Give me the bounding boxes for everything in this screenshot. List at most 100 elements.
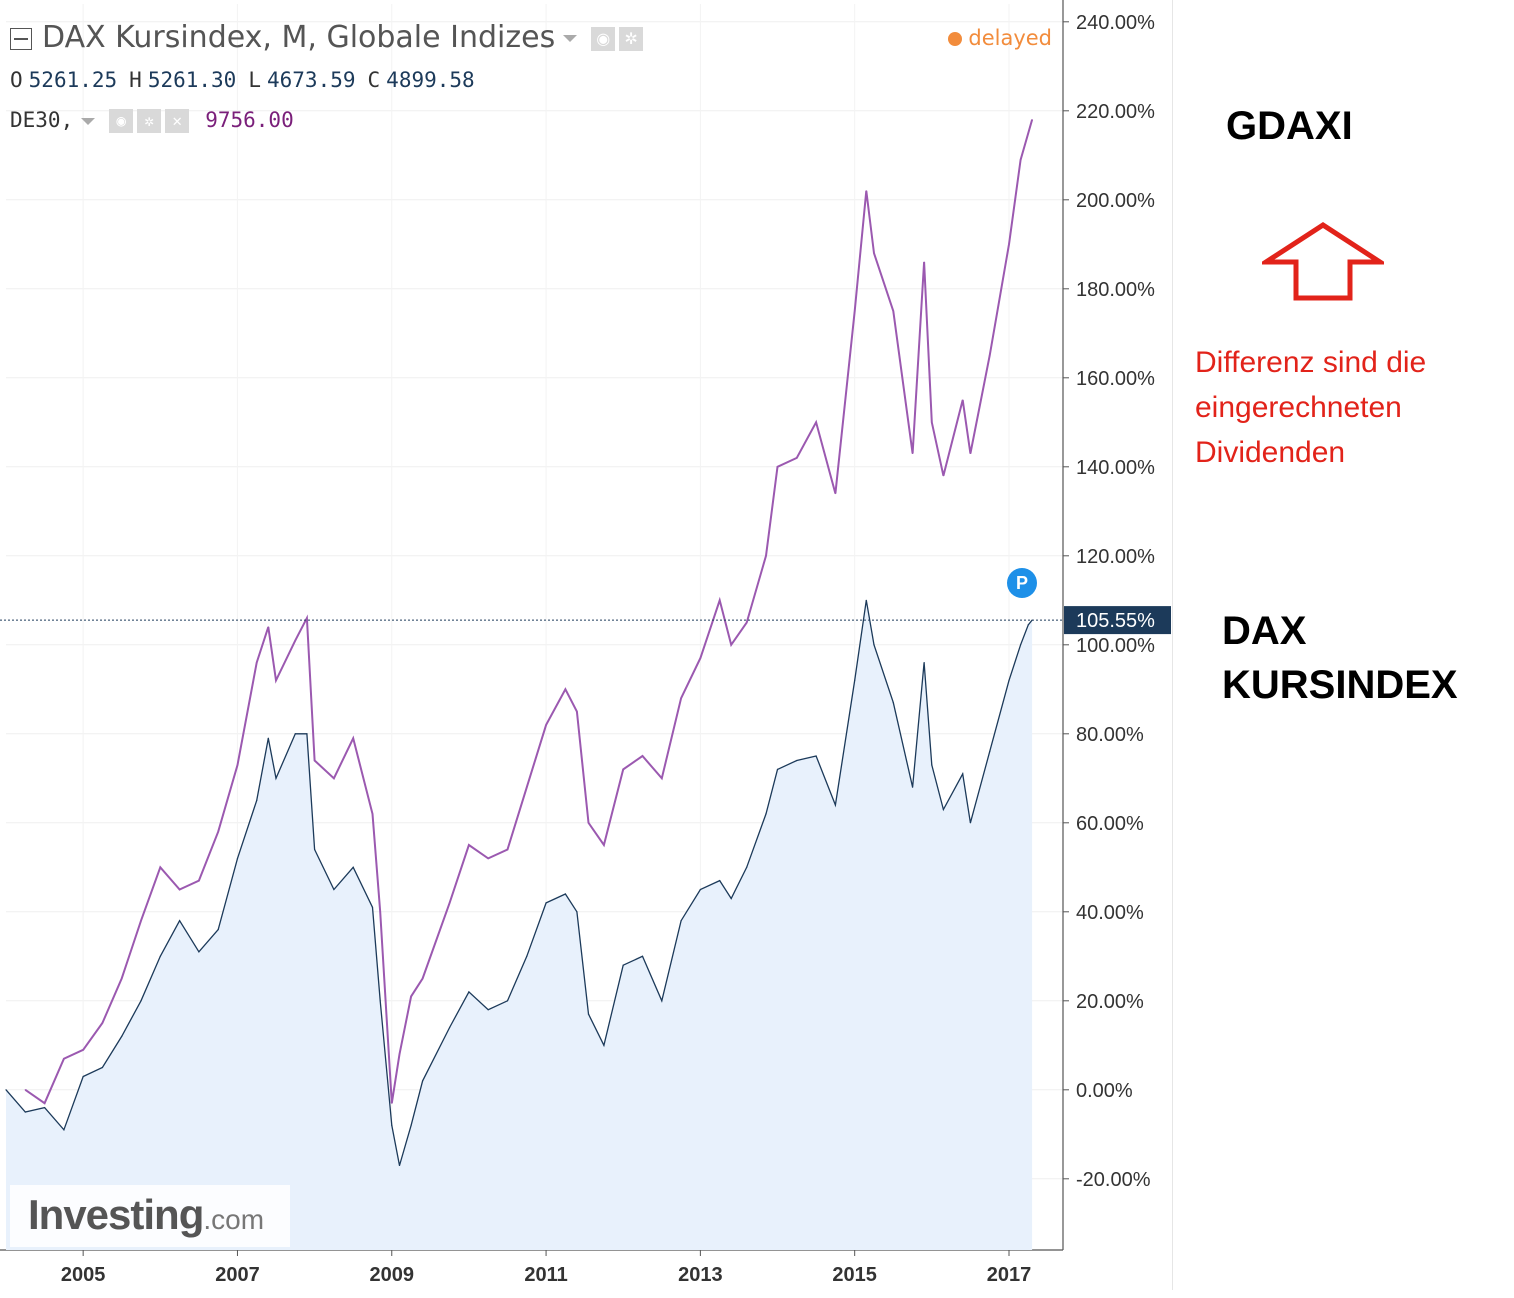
de30-point [865, 190, 867, 192]
de30-point [603, 844, 605, 846]
dax-point [352, 866, 354, 868]
de30-point [989, 354, 991, 357]
dax-point [159, 955, 161, 957]
dax-point [765, 813, 767, 815]
dividend-note: Differenz sind die eingerechneten Divide… [1195, 340, 1426, 475]
price-chart[interactable]: 240.00% 220.00% 200.00% 180.00% 160.00% 140.0… [0, 0, 1172, 1290]
gdaxi-label: GDAXI [1226, 104, 1353, 148]
dax-point [1027, 624, 1029, 626]
dax-point [962, 773, 964, 775]
dax-point [391, 1124, 393, 1126]
dax-point [487, 1009, 489, 1011]
y-tick-label: 40.00% [1076, 902, 1144, 924]
y-tick-label: 160.00% [1076, 368, 1155, 390]
de30-series-line [24, 119, 1034, 1105]
de30-point [468, 844, 470, 846]
y-tick-label: 180.00% [1076, 279, 1155, 301]
dax-point [468, 991, 470, 993]
de30-point [923, 261, 925, 263]
dax-point [371, 906, 374, 908]
ohlc-value-l: 4673.59 [267, 68, 356, 92]
dax-point [545, 902, 547, 904]
de30-point [796, 457, 798, 459]
de30-point [854, 310, 856, 312]
dax-point [24, 1111, 26, 1113]
de30-point [622, 768, 624, 771]
dax-area-fill [6, 600, 1033, 1250]
comparison-symbol: DE30, [10, 108, 74, 132]
eye-icon[interactable]: ◉ [109, 109, 134, 133]
chevron-down-icon[interactable] [563, 35, 578, 42]
gear-icon[interactable]: ✲ [619, 26, 644, 51]
y-tick-label: 100.00% [1076, 635, 1155, 657]
de30-point [236, 764, 239, 766]
y-tick-label: 120.00% [1076, 546, 1155, 568]
de30-point [776, 466, 779, 468]
eye-icon[interactable]: ◉ [591, 26, 616, 51]
collapse-icon[interactable] [10, 27, 32, 50]
dax-point [923, 662, 925, 664]
de30-point [892, 310, 894, 312]
de30-point [719, 599, 721, 601]
dax-point [815, 755, 817, 757]
dax-point [796, 759, 798, 762]
x-tick-label: 2013 [678, 1264, 723, 1286]
dax-point [699, 888, 701, 891]
de30-point [159, 866, 161, 868]
de30-point [398, 1053, 401, 1055]
dax-point [776, 768, 779, 771]
gear-icon[interactable]: ✲ [137, 109, 162, 133]
price-tag-label: 105.55% [1076, 610, 1155, 632]
de30-point [641, 755, 644, 757]
dax-point [969, 822, 972, 824]
chart-frame: 240.00% 220.00% 200.00% 180.00% 160.00% 140.0… [0, 0, 1173, 1290]
dax-point [101, 1066, 104, 1069]
close-icon[interactable]: ✕ [165, 109, 190, 133]
dax-point [854, 679, 856, 682]
dax-point [198, 951, 200, 953]
de30-point [43, 1102, 46, 1104]
de30-point [449, 902, 451, 904]
dax-kursindex-label: DAX KURSINDEX [1222, 604, 1458, 712]
chevron-down-icon[interactable] [81, 117, 96, 125]
y-tick-label: 20.00% [1076, 991, 1144, 1013]
dax-point [410, 1124, 412, 1126]
ohlc-key-l: L [248, 68, 261, 92]
de30-point [422, 977, 424, 980]
dax-point [564, 893, 566, 895]
de30-point [765, 555, 767, 557]
de30-point [352, 737, 354, 739]
de30-point [24, 1089, 26, 1091]
de30-point [545, 724, 547, 726]
dax-point [275, 777, 277, 779]
dax-point [911, 786, 914, 788]
price-tag-bg [1064, 606, 1171, 635]
dax-point [178, 920, 181, 922]
logo-suffix: .com [203, 1204, 265, 1235]
dax-point [267, 737, 269, 739]
dax-point [43, 1107, 46, 1109]
de30-point [834, 492, 836, 495]
dax-label-line-2: KURSINDEX [1222, 663, 1458, 707]
x-tick-label: 2009 [370, 1264, 415, 1286]
dax-point [121, 1035, 123, 1037]
de30-point [730, 644, 732, 646]
de30-point [140, 920, 142, 922]
de30-point [873, 252, 875, 254]
dax-point [873, 644, 875, 646]
de30-point [410, 995, 412, 997]
dividend-marker-badge[interactable]: P [1007, 568, 1037, 598]
de30-point [506, 848, 509, 851]
dax-point [140, 1000, 142, 1002]
x-tick-label: 2005 [61, 1264, 106, 1286]
dax-point [746, 866, 748, 868]
delayed-status: delayed [948, 26, 1052, 50]
ohlc-key-c: C [367, 68, 381, 92]
dax-point [680, 920, 682, 922]
ohlc-value-c: 4899.58 [386, 68, 475, 92]
y-tick-label: -20.00% [1076, 1169, 1151, 1191]
de30-point [294, 639, 296, 641]
de30-point [371, 813, 374, 815]
y-tick-label: 220.00% [1076, 101, 1155, 123]
investing-logo: Investing.com [10, 1185, 290, 1247]
